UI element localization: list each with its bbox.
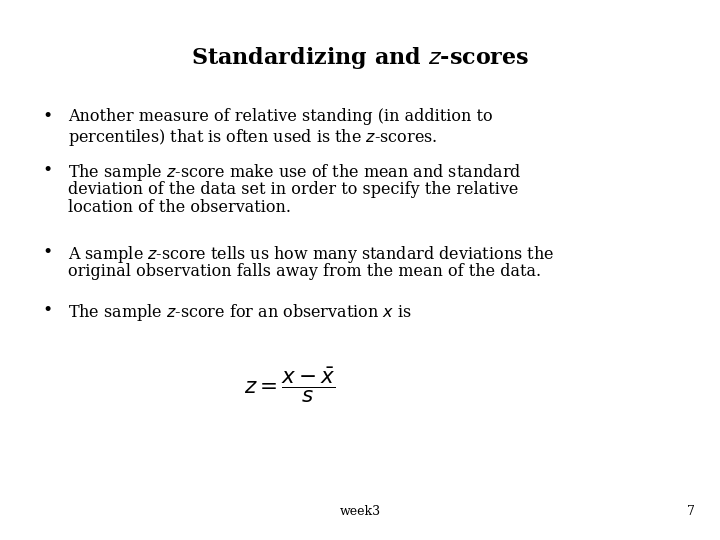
- Text: •: •: [42, 108, 53, 125]
- Text: $z = \dfrac{x - \bar{x}}{s}$: $z = \dfrac{x - \bar{x}}{s}$: [244, 366, 336, 404]
- Text: week3: week3: [339, 505, 381, 518]
- Text: •: •: [42, 244, 53, 261]
- Text: 7: 7: [687, 505, 695, 518]
- Text: Standardizing and $z$-scores: Standardizing and $z$-scores: [191, 45, 529, 71]
- Text: deviation of the data set in order to specify the relative: deviation of the data set in order to sp…: [68, 180, 518, 198]
- Text: A sample $z$-score tells us how many standard deviations the: A sample $z$-score tells us how many sta…: [68, 244, 554, 265]
- Text: The sample $z$-score make use of the mean and standard: The sample $z$-score make use of the mea…: [68, 162, 521, 183]
- Text: •: •: [42, 302, 53, 319]
- Text: location of the observation.: location of the observation.: [68, 199, 291, 216]
- Text: Another measure of relative standing (in addition to: Another measure of relative standing (in…: [68, 108, 492, 125]
- Text: percentiles) that is often used is the $z$-scores.: percentiles) that is often used is the $…: [68, 126, 437, 147]
- Text: •: •: [42, 162, 53, 179]
- Text: original observation falls away from the mean of the data.: original observation falls away from the…: [68, 262, 541, 280]
- Text: The sample $z$-score for an observation $x$ is: The sample $z$-score for an observation …: [68, 302, 412, 323]
